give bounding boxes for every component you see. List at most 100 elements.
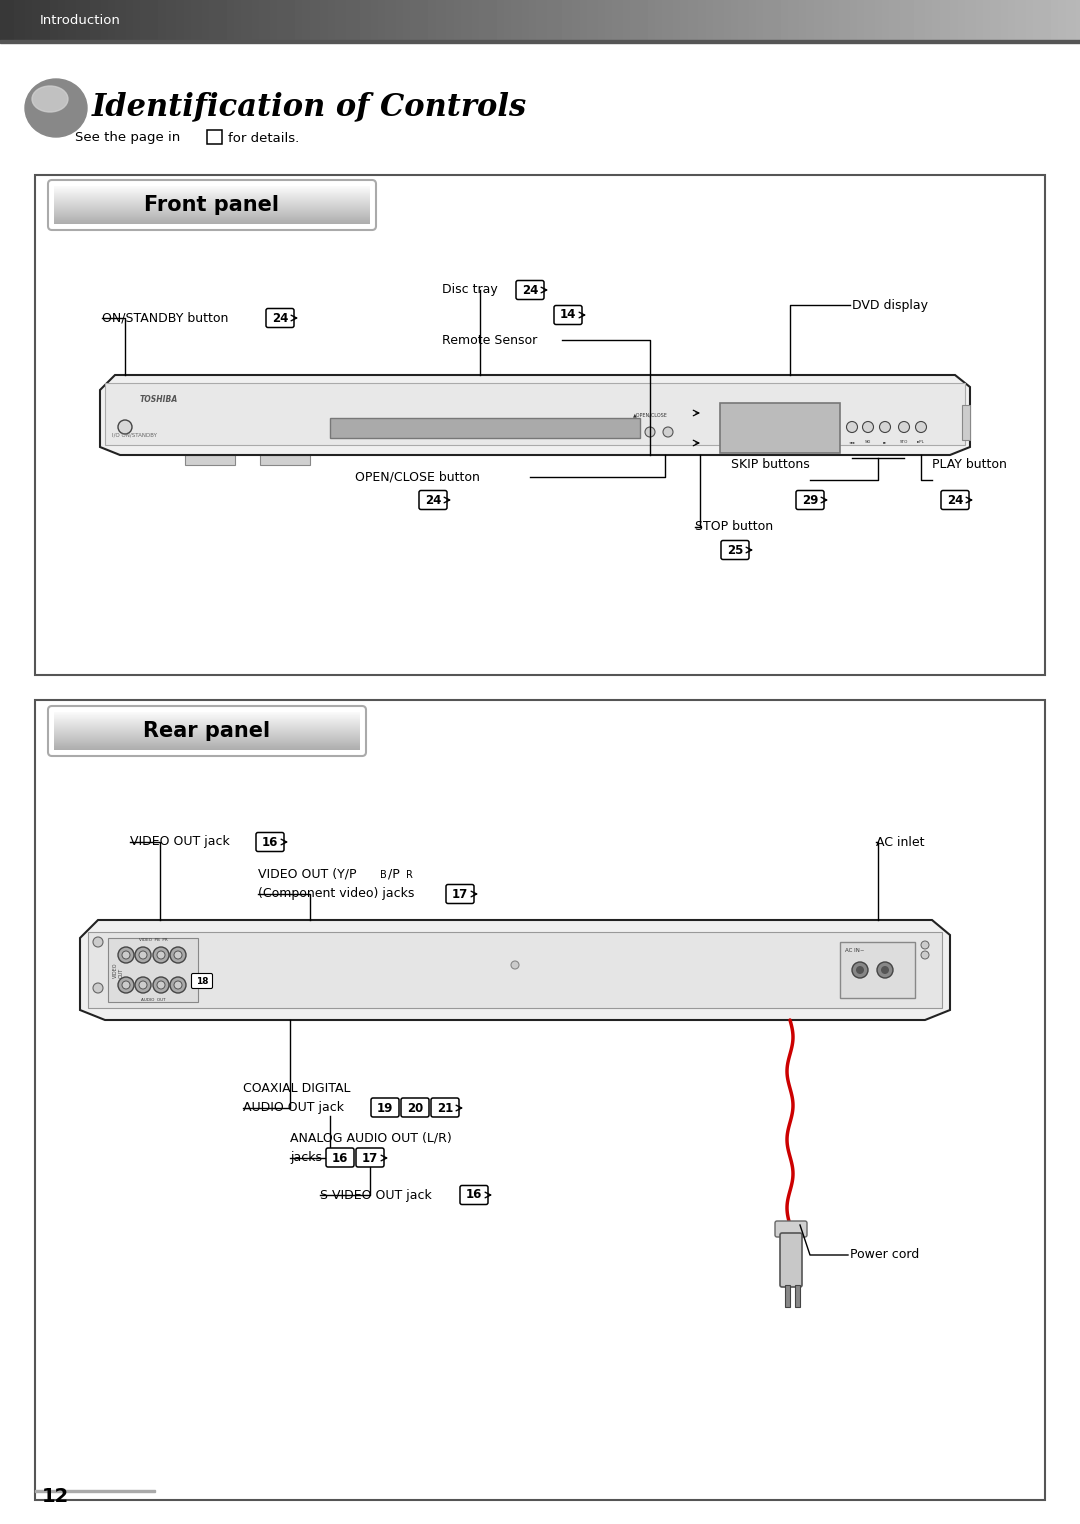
Circle shape	[170, 946, 186, 963]
Text: Identification of Controls: Identification of Controls	[92, 91, 527, 122]
Circle shape	[122, 981, 130, 989]
Text: /P: /P	[388, 867, 400, 881]
Circle shape	[170, 977, 186, 994]
Bar	[720, 402, 840, 453]
Circle shape	[921, 951, 929, 959]
Text: Front panel: Front panel	[145, 195, 280, 215]
Circle shape	[153, 946, 168, 963]
Text: 12: 12	[42, 1487, 69, 1507]
FancyBboxPatch shape	[941, 491, 969, 509]
Circle shape	[139, 981, 147, 989]
Bar	[785, 1285, 789, 1308]
Bar	[330, 418, 640, 437]
FancyBboxPatch shape	[516, 280, 544, 300]
Text: 25: 25	[727, 544, 743, 556]
Text: jacks: jacks	[291, 1152, 322, 1164]
Text: 16: 16	[332, 1152, 348, 1164]
Text: (Component video) jacks: (Component video) jacks	[258, 887, 415, 901]
Text: VIDEO OUT (Y/P: VIDEO OUT (Y/P	[258, 867, 356, 881]
Text: 24: 24	[522, 283, 538, 297]
Text: COAXIAL DIGITAL: COAXIAL DIGITAL	[243, 1082, 351, 1094]
Bar	[35, 1490, 156, 1492]
FancyBboxPatch shape	[796, 491, 824, 509]
Bar	[207, 130, 222, 143]
Bar	[87, 933, 942, 1007]
FancyBboxPatch shape	[721, 541, 750, 559]
Text: ►PL: ►PL	[917, 440, 924, 443]
FancyBboxPatch shape	[554, 305, 582, 325]
Circle shape	[879, 422, 891, 433]
Text: 19: 19	[377, 1102, 393, 1114]
Text: Disc tray: Disc tray	[442, 283, 498, 297]
Circle shape	[921, 940, 929, 949]
Bar	[35, 700, 1045, 1500]
Text: SKI: SKI	[865, 440, 872, 443]
Circle shape	[157, 951, 165, 959]
Text: I/O ON/STANDBY: I/O ON/STANDBY	[112, 433, 157, 437]
Text: ◄◄: ◄◄	[849, 440, 855, 443]
Circle shape	[856, 966, 864, 974]
Circle shape	[135, 977, 151, 994]
Text: 16: 16	[261, 835, 279, 849]
Text: 17: 17	[451, 887, 468, 901]
Text: for details.: for details.	[228, 131, 299, 145]
Bar	[185, 456, 235, 465]
Circle shape	[93, 983, 103, 994]
Text: 14: 14	[559, 308, 577, 322]
Text: 24: 24	[947, 494, 963, 506]
Circle shape	[899, 422, 909, 433]
Text: AC inlet: AC inlet	[876, 835, 924, 849]
Text: R: R	[406, 870, 413, 879]
FancyBboxPatch shape	[460, 1186, 488, 1204]
Circle shape	[153, 977, 168, 994]
Ellipse shape	[25, 79, 87, 137]
Text: 16: 16	[465, 1189, 482, 1201]
FancyBboxPatch shape	[431, 1097, 459, 1117]
Text: ▲OPEN/CLOSE: ▲OPEN/CLOSE	[633, 413, 667, 418]
Text: S VIDEO OUT jack: S VIDEO OUT jack	[320, 1189, 432, 1201]
Circle shape	[877, 962, 893, 978]
Polygon shape	[100, 375, 970, 456]
Circle shape	[93, 937, 103, 946]
FancyBboxPatch shape	[780, 1233, 802, 1286]
Circle shape	[135, 946, 151, 963]
Text: Power cord: Power cord	[850, 1248, 919, 1262]
Text: ANALOG AUDIO OUT (L/R): ANALOG AUDIO OUT (L/R)	[291, 1131, 451, 1145]
Text: VIDEO OUT jack: VIDEO OUT jack	[130, 835, 230, 849]
Circle shape	[174, 951, 183, 959]
Bar	[795, 1285, 800, 1308]
Text: STOP button: STOP button	[696, 521, 773, 533]
FancyBboxPatch shape	[446, 884, 474, 904]
Circle shape	[916, 422, 927, 433]
Text: AUDIO OUT jack: AUDIO OUT jack	[243, 1102, 345, 1114]
Circle shape	[118, 421, 132, 434]
Bar	[260, 456, 310, 465]
FancyBboxPatch shape	[326, 1148, 354, 1167]
Circle shape	[881, 966, 889, 974]
Circle shape	[663, 427, 673, 437]
Circle shape	[118, 946, 134, 963]
FancyBboxPatch shape	[372, 1097, 399, 1117]
Bar	[0, 40, 1080, 43]
Bar	[108, 937, 198, 1001]
FancyBboxPatch shape	[775, 1221, 807, 1237]
Circle shape	[174, 981, 183, 989]
Ellipse shape	[32, 85, 68, 111]
Text: 29: 29	[801, 494, 819, 506]
Circle shape	[157, 981, 165, 989]
Bar	[105, 383, 966, 445]
Text: TOSHIBA: TOSHIBA	[140, 396, 178, 404]
Circle shape	[852, 962, 868, 978]
Text: STO: STO	[900, 440, 908, 443]
Text: SKIP buttons: SKIP buttons	[731, 457, 810, 471]
Text: DVD display: DVD display	[852, 299, 928, 311]
Text: 24: 24	[424, 494, 442, 506]
Text: 17: 17	[362, 1152, 378, 1164]
Text: VIDEO  PB  PR: VIDEO PB PR	[138, 937, 167, 942]
FancyBboxPatch shape	[191, 974, 213, 989]
Text: PLAY button: PLAY button	[932, 457, 1007, 471]
Circle shape	[139, 951, 147, 959]
FancyBboxPatch shape	[356, 1148, 384, 1167]
FancyBboxPatch shape	[419, 491, 447, 509]
Text: 24: 24	[272, 311, 288, 325]
